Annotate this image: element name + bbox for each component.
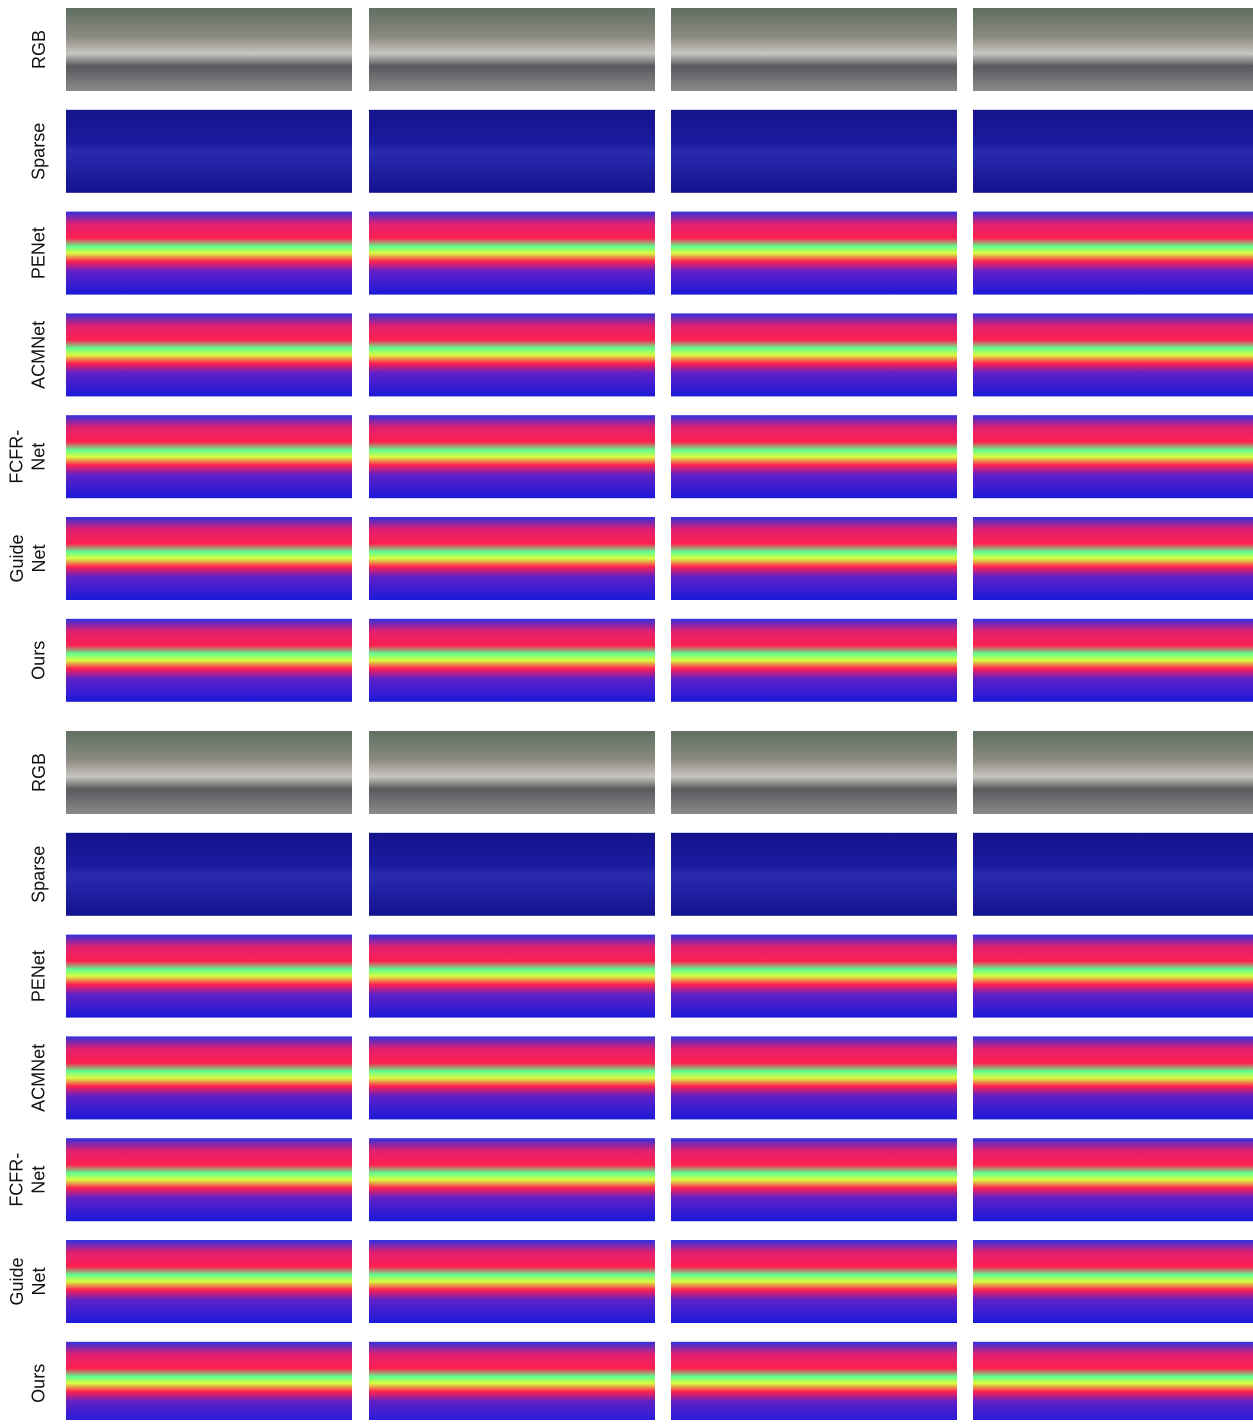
result-image <box>973 415 1253 498</box>
result-image <box>369 1138 655 1221</box>
result-image <box>973 313 1253 396</box>
result-image <box>66 313 352 396</box>
result-image <box>973 731 1253 814</box>
result-image <box>369 935 655 1018</box>
result-image <box>671 415 957 498</box>
result-image <box>973 935 1253 1018</box>
row-label: Net <box>29 1166 49 1194</box>
result-image <box>369 313 655 396</box>
result-image <box>369 415 655 498</box>
result-image <box>66 110 352 193</box>
result-image <box>66 415 352 498</box>
row-label: RGB <box>29 753 49 792</box>
result-image <box>973 110 1253 193</box>
result-image <box>671 1036 957 1119</box>
result-image <box>369 8 655 91</box>
row-label: Net <box>29 443 49 471</box>
result-image <box>66 212 352 295</box>
result-image <box>671 8 957 91</box>
result-image <box>66 833 352 916</box>
result-image <box>973 619 1253 702</box>
result-image <box>973 517 1253 600</box>
row-label: PENet <box>29 227 49 279</box>
result-image <box>671 110 957 193</box>
row-label: Net <box>29 1267 49 1295</box>
result-image <box>973 212 1253 295</box>
result-image <box>369 1036 655 1119</box>
row-label: Guide <box>7 534 27 582</box>
row-label: Guide <box>7 1257 27 1305</box>
result-image <box>66 517 352 600</box>
result-image <box>671 619 957 702</box>
result-image <box>973 1138 1253 1221</box>
result-image <box>671 313 957 396</box>
row-label: FCFR- <box>7 1153 27 1207</box>
result-image <box>369 833 655 916</box>
result-image <box>671 731 957 814</box>
result-image <box>66 1036 352 1119</box>
result-image <box>973 1036 1253 1119</box>
result-image <box>66 1138 352 1221</box>
row-label: Ours <box>29 641 49 680</box>
result-image <box>369 212 655 295</box>
result-image <box>66 731 352 814</box>
result-image <box>671 833 957 916</box>
row-label: FCFR- <box>7 430 27 484</box>
result-image <box>66 935 352 1018</box>
result-image <box>671 1240 957 1323</box>
result-image <box>369 110 655 193</box>
result-image <box>973 1240 1253 1323</box>
result-image <box>66 619 352 702</box>
row-label: Ours <box>29 1364 49 1403</box>
result-image <box>671 1138 957 1221</box>
result-image <box>369 1342 655 1420</box>
result-image <box>671 212 957 295</box>
result-image <box>66 8 352 91</box>
result-image <box>671 935 957 1018</box>
result-image <box>671 517 957 600</box>
row-label: ACMNet <box>29 1044 49 1112</box>
result-image <box>973 8 1253 91</box>
result-image <box>369 619 655 702</box>
result-image <box>369 731 655 814</box>
figure: RGBSparsePENetACMNetFCFR-NetGuideNetOurs… <box>0 0 1253 1420</box>
row-label: PENet <box>29 950 49 1002</box>
page: {"figure": {"blocks": [ {"rows": [ {"lab… <box>0 0 1253 1420</box>
row-label: Sparse <box>29 123 49 180</box>
row-label: Sparse <box>29 846 49 903</box>
result-image <box>973 1342 1253 1420</box>
result-image <box>671 1342 957 1420</box>
result-image <box>66 1342 352 1420</box>
result-image <box>973 833 1253 916</box>
result-image <box>369 1240 655 1323</box>
row-label: Net <box>29 544 49 572</box>
result-image <box>369 517 655 600</box>
result-image <box>66 1240 352 1323</box>
row-label: ACMNet <box>29 321 49 389</box>
row-label: RGB <box>29 30 49 69</box>
